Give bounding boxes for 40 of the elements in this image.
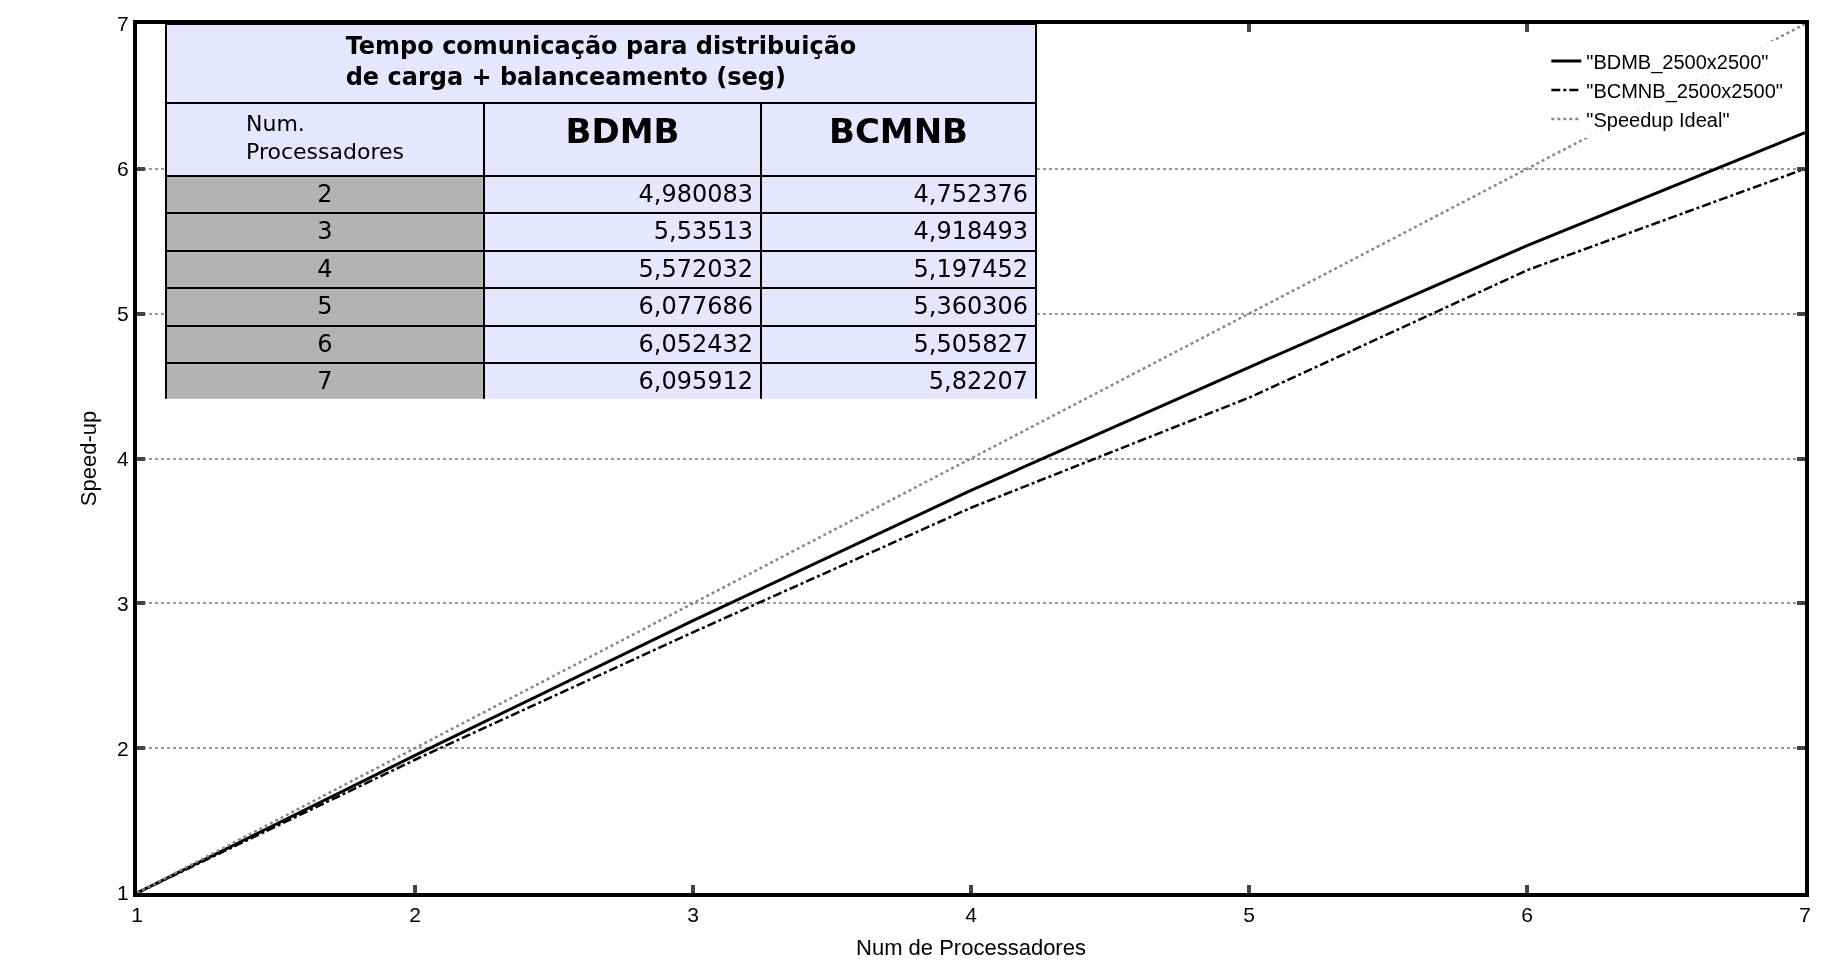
y-tick-label: 4 (117, 446, 130, 470)
annotation: 6,095912 (638, 367, 753, 396)
x-tick-label: 6 (1521, 903, 1533, 927)
annotation: 4,752376 (913, 179, 1028, 208)
y-tick-label: 3 (117, 591, 129, 615)
y-tick-label: 7 (117, 12, 129, 36)
annotation: 5 (317, 292, 333, 321)
x-tick-label: 5 (1243, 903, 1255, 927)
y-tick-label: 2 (117, 736, 129, 760)
annotation: Tempo comunicação para distribuição de carga + balanceamento (seg) (345, 32, 857, 92)
legend-label: "BCMNB_2500x2500" (1586, 79, 1783, 103)
annotation: 6,052432 (638, 329, 753, 358)
annotation: 5,505827 (913, 329, 1028, 358)
annotation: Num. Processadores (246, 110, 404, 165)
annotation: BCMNB (828, 110, 969, 151)
y-axis-title: Speed-up (76, 410, 102, 507)
annotation: 5,360306 (913, 292, 1028, 321)
annotation: 5,572032 (638, 254, 753, 283)
annotation: 5,82207 (928, 367, 1028, 396)
x-tick-label: 4 (965, 903, 978, 927)
annotation: 4 (317, 254, 333, 283)
x-tick-label: 2 (409, 903, 421, 927)
y-tick-label: 6 (117, 157, 129, 181)
x-tick-label: 3 (687, 903, 699, 927)
annotation: 2 (317, 179, 333, 208)
annotation: 5,53513 (653, 217, 753, 246)
annotation: 6 (317, 329, 333, 358)
legend-label: "BDMB_2500x2500" (1586, 50, 1769, 74)
annotation: 6,077686 (638, 292, 753, 321)
annotation: BDMB (565, 110, 680, 151)
annotation: 3 (317, 217, 333, 246)
annotation: 5,197452 (913, 254, 1028, 283)
y-tick-label: 5 (117, 302, 129, 326)
annotation: 4,918493 (913, 217, 1028, 246)
y-tick-label: 1 (117, 881, 129, 905)
x-axis-title: Num de Processadores (856, 934, 1086, 960)
x-tick-label: 7 (1799, 903, 1811, 927)
legend-label: "Speedup Ideal" (1586, 108, 1730, 131)
annotation: 7 (317, 367, 333, 396)
annotation: 4,980083 (638, 179, 753, 208)
